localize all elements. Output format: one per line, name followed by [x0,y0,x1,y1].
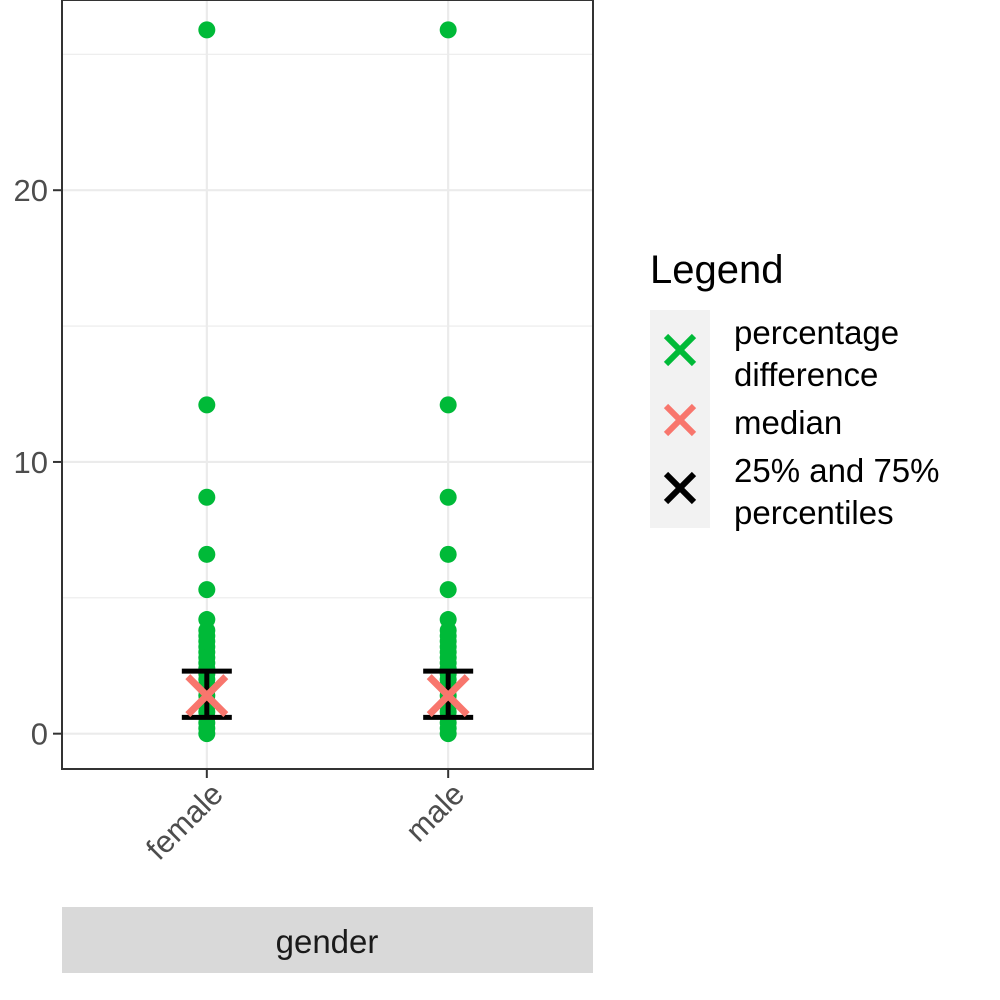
legend-key-pctl-icon-stroke-b [663,471,697,505]
facet-strip [62,907,593,973]
median-marker-stroke-b [426,674,470,718]
data-point [198,545,216,563]
data-point [198,581,216,599]
legend-entry-pct: percentage difference [663,314,899,393]
legend-label-pct: percentage [734,314,899,351]
data-point [198,396,216,414]
data-point [439,581,457,599]
legend-key-pct-icon-stroke-b [663,333,697,367]
axes: 0 10 20 female male [14,173,472,867]
data-point [198,488,216,506]
data-point [439,396,457,414]
category-group-female [181,21,232,743]
y-tick-label: 20 [14,173,48,208]
legend-title: Legend [650,248,783,292]
legend-key-median-icon [663,403,697,437]
data-point [198,611,216,629]
grid [62,0,593,769]
data-point [439,611,457,629]
y-tick-label: 10 [14,445,48,480]
legend-entries: percentage difference median 25% and 75% per… [650,310,940,531]
median-marker [185,674,229,718]
data-point [439,21,457,39]
data-point [439,488,457,506]
data-point [198,21,216,39]
plot-marks [181,21,474,743]
legend-label-pctl: percentiles [734,494,894,531]
legend-label-median: median [734,404,842,441]
x-tick-label-female: female [139,776,230,867]
legend-entry-median: median [663,403,842,441]
panel-border [61,0,594,770]
median-marker-stroke-b [185,674,229,718]
category-group-male [423,21,474,743]
x-tick-label-male: male [399,776,471,848]
legend-key-pct-icon [663,333,697,367]
legend-label-pctl: 25% and 75% [734,452,940,489]
y-tick-label: 0 [31,717,48,752]
legend-key-pctl-icon [663,471,697,505]
data-point [439,545,457,563]
legend-label-pct: difference [734,356,878,393]
legend: Legend percentage difference median 25% and… [650,248,940,531]
legend-entry-pctl: 25% and 75% percentiles [663,452,940,531]
legend-key-median-icon-stroke-b [663,403,697,437]
facet-strip-label: gender [276,923,379,960]
median-marker [426,674,470,718]
